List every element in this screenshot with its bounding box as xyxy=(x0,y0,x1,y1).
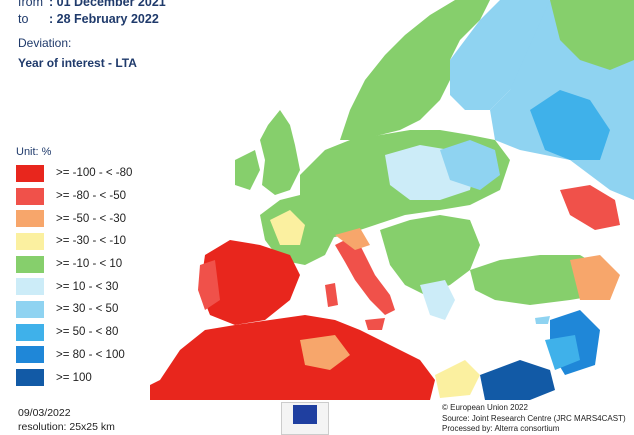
map-region-scandinavia xyxy=(340,0,490,140)
legend-swatch xyxy=(16,369,44,387)
legend-item: >= 80 - < 100 xyxy=(16,344,132,367)
legend-swatch xyxy=(16,323,44,341)
copyright: © European Union 2022 xyxy=(442,403,528,412)
unit-label: Unit: % xyxy=(16,146,52,158)
legend-swatch xyxy=(16,346,44,364)
map-region-turkey-east xyxy=(570,255,620,300)
footer-left: 09/03/2022 resolution: 25x25 km xyxy=(18,406,115,434)
legend-label: >= -50 - < -30 xyxy=(56,212,126,225)
map-region-turkey xyxy=(470,255,605,305)
map-black-sea xyxy=(480,205,560,250)
map-region-poland xyxy=(440,140,500,190)
map-date: 09/03/2022 xyxy=(18,407,71,419)
processed-by: Processed by: Alterra consortium xyxy=(442,424,560,433)
legend-item: >= -30 - < -10 xyxy=(16,230,132,253)
legend-item: >= 30 - < 50 xyxy=(16,298,132,321)
legend-item: >= -10 - < 10 xyxy=(16,253,132,276)
map-region-egypt xyxy=(480,360,555,400)
legend-item: >= 10 - < 30 xyxy=(16,275,132,298)
legend-swatch xyxy=(16,187,44,205)
legend-item: >= 100 xyxy=(16,366,132,389)
legend-swatch xyxy=(16,232,44,250)
legend-item: >= -80 - < -50 xyxy=(16,185,132,208)
map-region-caucasus xyxy=(560,185,620,230)
source: Source: Joint Research Centre (JRC MARS4… xyxy=(442,413,626,423)
eu-flag-icon xyxy=(293,405,317,424)
map-region-france-dry xyxy=(270,210,305,245)
legend-label: >= 100 xyxy=(56,371,92,384)
legend-item: >= -50 - < -30 xyxy=(16,207,132,230)
from-value: : 01 December 2021 xyxy=(49,0,166,9)
footer-right: © European Union 2022 Source: Joint Rese… xyxy=(442,403,626,435)
map-region-africa-dry xyxy=(300,335,350,370)
period-header: from : 01 December 2021 to : 28 February 2… xyxy=(18,0,166,28)
legend-label: >= -30 - < -10 xyxy=(56,235,126,248)
deviation-map xyxy=(150,0,634,400)
legend-swatch xyxy=(16,210,44,228)
map-region-iberia xyxy=(200,240,300,325)
map-region-portugal xyxy=(198,260,220,310)
legend-swatch xyxy=(16,278,44,296)
legend-swatch xyxy=(16,255,44,273)
map-region-italy-north xyxy=(335,228,370,250)
map-region-finland xyxy=(450,0,550,110)
legend-swatch xyxy=(16,300,44,318)
map-region-north-africa xyxy=(150,315,435,400)
map-region-east-deep xyxy=(530,90,610,160)
map-region-balkans xyxy=(380,215,480,295)
map-region-libya xyxy=(435,360,480,398)
map-region-middle-east-blue xyxy=(545,335,580,370)
legend-label: >= 80 - < 100 xyxy=(56,348,125,361)
map-region-cyprus xyxy=(535,316,550,324)
eu-logo xyxy=(281,402,329,435)
map-region-sicily xyxy=(365,318,385,330)
map-region-uk xyxy=(260,110,300,195)
to-key: to xyxy=(18,12,29,26)
map-region-sardinia xyxy=(325,283,338,307)
map-region-greece xyxy=(420,280,455,320)
legend-label: >= -10 - < 10 xyxy=(56,258,123,271)
map-resolution: resolution: 25x25 km xyxy=(18,421,115,433)
map-region-east-green xyxy=(550,0,634,70)
deviation-value: Year of interest - LTA xyxy=(18,56,137,70)
legend-label: >= -100 - < -80 xyxy=(56,167,133,180)
legend-item: >= -100 - < -80 xyxy=(16,162,132,185)
legend-label: >= 50 - < 80 xyxy=(56,326,119,339)
legend-label: >= 30 - < 50 xyxy=(56,303,119,316)
map-region-ireland xyxy=(235,150,260,190)
deviation-label: Deviation: xyxy=(18,36,72,50)
from-key: from xyxy=(18,0,43,9)
legend-item: >= 50 - < 80 xyxy=(16,321,132,344)
to-value: : 28 February 2022 xyxy=(49,12,159,26)
legend: >= -100 - < -80 >= -80 - < -50 >= -50 - … xyxy=(16,162,132,389)
legend-label: >= 10 - < 30 xyxy=(56,280,119,293)
legend-swatch xyxy=(16,164,44,182)
map-region-italy xyxy=(335,235,395,315)
legend-label: >= -80 - < -50 xyxy=(56,190,126,203)
